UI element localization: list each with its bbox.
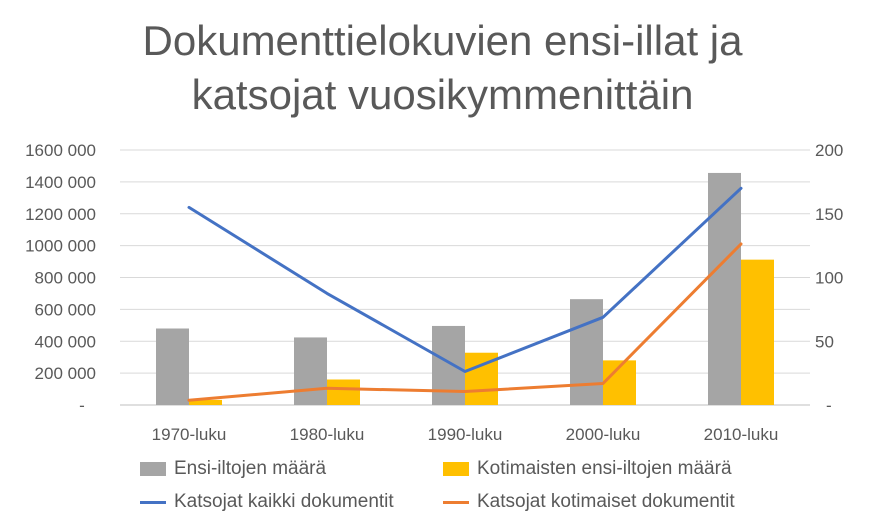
legend-swatch-ensi-illat	[140, 462, 166, 476]
bar-kotimaiset-ensi-illat	[741, 259, 774, 405]
bar-kotimaiset-ensi-illat	[327, 379, 360, 405]
y-right-tick-label: 100	[815, 269, 843, 288]
y-left-tick-label: 400 000	[35, 332, 96, 351]
x-tick-label: 1980-luku	[290, 425, 365, 444]
y-left-tick-label: 600 000	[35, 300, 96, 319]
y-left-tick-label: -	[79, 396, 85, 415]
chart-title: Dokumenttielokuvien ensi-illat ja katsoj…	[0, 14, 885, 122]
bar-ensi-illat	[708, 172, 741, 405]
bar-ensi-illat	[432, 325, 465, 405]
bar-kotimaiset-ensi-illat	[189, 399, 222, 405]
bar-ensi-illat	[570, 299, 603, 405]
y-left-tick-label: 1200 000	[25, 205, 96, 224]
y-right-tick-label: 200	[815, 141, 843, 160]
legend-item-kotimaiset-ensi-illat: Kotimaisten ensi-iltojen määrä	[443, 458, 732, 480]
legend-item-katsojat-kotimaiset: Katsojat kotimaiset dokumentit	[443, 491, 735, 513]
chart-title-line-1: Dokumenttielokuvien ensi-illat ja	[142, 17, 743, 64]
x-tick-label: 1970-luku	[152, 425, 227, 444]
legend-item-ensi-illat: Ensi-iltojen määrä	[140, 458, 326, 480]
y-left-tick-label: 1600 000	[25, 141, 96, 160]
y-left-tick-label: 1000 000	[25, 237, 96, 256]
legend-item-katsojat-kaikki: Katsojat kaikki dokumentit	[140, 491, 394, 513]
chart-plot: - 200 000 400 000 600 000 800 000 1000 000 120…	[25, 141, 843, 444]
y-left-tick-label: 200 000	[35, 364, 96, 383]
y-right-tick-label: 50	[815, 332, 834, 351]
chart-legend: Ensi-iltojen määrä Kotimaisten ensi-ilto…	[0, 450, 885, 526]
y-left-tick-label: 1400 000	[25, 173, 96, 192]
line-katsojat-kaikki	[187, 186, 743, 373]
bar-ensi-illat	[156, 328, 189, 405]
legend-label-katsojat-kotimaiset: Katsojat kotimaiset dokumentit	[477, 491, 735, 512]
legend-label-katsojat-kaikki: Katsojat kaikki dokumentit	[174, 491, 394, 512]
legend-line-katsojat-kotimaiset	[443, 500, 469, 504]
legend-label-ensi-illat: Ensi-iltojen määrä	[174, 458, 327, 479]
y-right-tick-label: -	[826, 396, 832, 415]
y-left-tick-label: 800 000	[35, 269, 96, 288]
legend-swatch-kotimaiset-ensi-illat	[443, 462, 469, 476]
legend-label-kotimaiset-ensi-illat: Kotimaisten ensi-iltojen määrä	[477, 458, 732, 479]
x-tick-label: 2010-luku	[704, 425, 779, 444]
line-katsojat-kotimaiset	[187, 242, 743, 402]
x-tick-label: 2000-luku	[566, 425, 641, 444]
legend-line-katsojat-kaikki	[140, 500, 166, 504]
x-tick-label: 1990-luku	[428, 425, 503, 444]
bar-ensi-illat	[294, 337, 327, 405]
chart-title-line-2: katsojat vuosikymmenittäin	[191, 71, 694, 118]
y-right-tick-label: 150	[815, 205, 843, 224]
